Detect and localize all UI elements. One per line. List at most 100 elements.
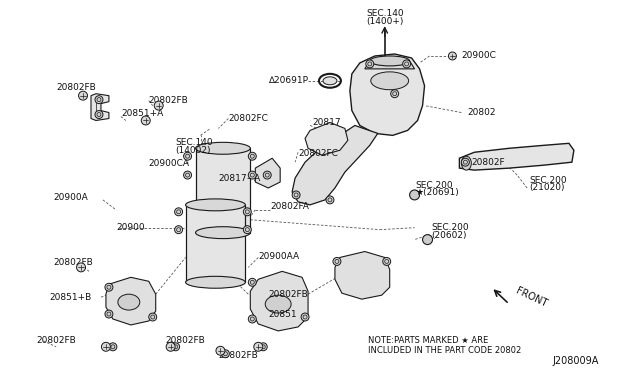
Circle shape — [385, 259, 388, 263]
Circle shape — [107, 285, 111, 289]
Text: INCLUDED IN THE PART CODE 20802: INCLUDED IN THE PART CODE 20802 — [368, 346, 521, 355]
Ellipse shape — [370, 56, 410, 66]
Ellipse shape — [186, 276, 245, 288]
Circle shape — [248, 315, 256, 323]
Circle shape — [243, 208, 252, 216]
Circle shape — [383, 257, 390, 265]
Circle shape — [151, 315, 155, 319]
Circle shape — [248, 152, 256, 160]
Polygon shape — [350, 54, 424, 135]
Text: 20900C: 20900C — [461, 51, 496, 61]
Text: (14002): (14002) — [175, 146, 211, 155]
Text: 20802FB: 20802FB — [218, 351, 258, 360]
Circle shape — [403, 60, 411, 68]
Circle shape — [223, 352, 227, 356]
Circle shape — [111, 345, 115, 349]
Circle shape — [154, 101, 163, 110]
Circle shape — [333, 257, 341, 265]
Text: SEC.140: SEC.140 — [366, 9, 404, 18]
Text: 20900AA: 20900AA — [259, 252, 300, 261]
Circle shape — [245, 210, 250, 214]
Circle shape — [265, 173, 269, 177]
Circle shape — [173, 345, 178, 349]
Circle shape — [404, 62, 408, 66]
Circle shape — [186, 173, 189, 177]
Circle shape — [410, 190, 420, 200]
Text: 20900A: 20900A — [53, 193, 88, 202]
Circle shape — [263, 171, 271, 179]
Circle shape — [366, 60, 374, 68]
Circle shape — [250, 173, 254, 177]
Text: ∆20691P: ∆20691P — [268, 76, 308, 85]
Circle shape — [243, 226, 252, 234]
Text: 20802FB: 20802FB — [56, 83, 96, 92]
Circle shape — [250, 317, 254, 321]
Ellipse shape — [196, 227, 250, 238]
Polygon shape — [460, 143, 574, 170]
Polygon shape — [250, 271, 308, 331]
Text: 20851: 20851 — [268, 310, 297, 318]
Circle shape — [301, 313, 309, 321]
Text: NOTE:PARTS MARKED ★ ARE: NOTE:PARTS MARKED ★ ARE — [368, 336, 488, 345]
Text: SEC.140: SEC.140 — [175, 138, 213, 147]
Text: 20802FA: 20802FA — [270, 202, 309, 211]
Circle shape — [177, 210, 180, 214]
Circle shape — [148, 313, 157, 321]
Circle shape — [95, 96, 103, 104]
Circle shape — [250, 280, 254, 284]
Text: 20802FB: 20802FB — [148, 96, 189, 105]
Text: SEC.200: SEC.200 — [529, 176, 566, 185]
Text: 20851+A: 20851+A — [121, 109, 163, 118]
Circle shape — [184, 152, 191, 160]
Circle shape — [259, 343, 268, 351]
Polygon shape — [335, 251, 390, 299]
Polygon shape — [91, 94, 109, 121]
Circle shape — [107, 312, 111, 316]
Text: (21020): (21020) — [529, 183, 564, 192]
Circle shape — [97, 113, 101, 116]
Circle shape — [109, 343, 117, 351]
Circle shape — [463, 160, 467, 164]
Ellipse shape — [265, 295, 291, 313]
Polygon shape — [196, 148, 250, 232]
Text: ★(20691): ★(20691) — [415, 189, 460, 198]
Circle shape — [326, 196, 334, 204]
Ellipse shape — [118, 294, 140, 310]
Ellipse shape — [196, 142, 250, 154]
Text: 20802FB: 20802FB — [166, 336, 205, 345]
Circle shape — [166, 342, 175, 351]
Ellipse shape — [323, 77, 337, 85]
Ellipse shape — [461, 156, 471, 170]
Circle shape — [449, 52, 456, 60]
Polygon shape — [255, 158, 280, 188]
Circle shape — [184, 171, 191, 179]
Circle shape — [292, 191, 300, 199]
Polygon shape — [292, 125, 378, 205]
Circle shape — [368, 62, 372, 66]
Circle shape — [77, 263, 86, 272]
Ellipse shape — [371, 72, 408, 90]
Circle shape — [245, 228, 250, 232]
Circle shape — [422, 235, 433, 244]
Text: SEC.200: SEC.200 — [431, 223, 469, 232]
Circle shape — [172, 343, 180, 351]
Ellipse shape — [186, 199, 245, 211]
Circle shape — [393, 92, 397, 96]
Circle shape — [102, 342, 111, 351]
Circle shape — [461, 158, 469, 166]
Circle shape — [390, 90, 399, 98]
Polygon shape — [106, 277, 156, 325]
Polygon shape — [186, 205, 245, 282]
Circle shape — [294, 193, 298, 197]
Text: 20802FC: 20802FC — [228, 114, 268, 123]
Circle shape — [303, 315, 307, 319]
Text: 20900: 20900 — [116, 223, 145, 232]
Circle shape — [97, 98, 101, 102]
Text: 20817: 20817 — [312, 118, 340, 127]
Circle shape — [261, 345, 265, 349]
Text: 20802FB: 20802FB — [268, 290, 308, 299]
Circle shape — [105, 310, 113, 318]
Circle shape — [248, 278, 256, 286]
Circle shape — [216, 346, 225, 355]
Text: (1400+): (1400+) — [366, 17, 403, 26]
